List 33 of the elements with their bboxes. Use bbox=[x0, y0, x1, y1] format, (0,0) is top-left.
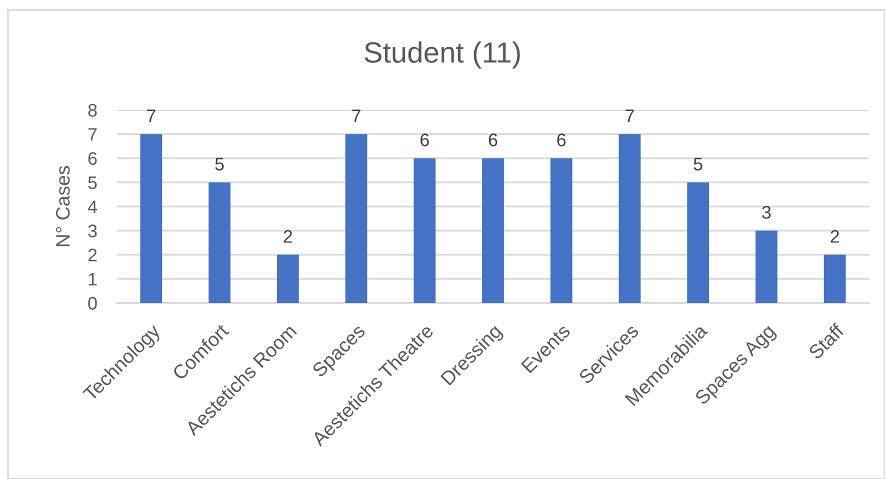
y-tick-label: 5 bbox=[88, 176, 97, 190]
y-tick-label: 2 bbox=[88, 248, 97, 262]
data-label: 5 bbox=[694, 158, 702, 170]
y-tick-label: 4 bbox=[88, 200, 98, 214]
bar bbox=[687, 182, 710, 303]
bar bbox=[345, 134, 368, 303]
bar bbox=[208, 182, 230, 303]
y-tick-label: 1 bbox=[88, 272, 97, 286]
data-label: 2 bbox=[284, 230, 292, 243]
y-tick-label: 6 bbox=[88, 152, 97, 165]
y-tick-label: 0 bbox=[88, 296, 97, 310]
data-label: 2 bbox=[830, 230, 839, 243]
data-label: 6 bbox=[557, 134, 566, 146]
y-tick-label: 3 bbox=[88, 224, 97, 238]
y-axis-title: N° Cases bbox=[56, 166, 70, 246]
data-label: 6 bbox=[488, 134, 498, 146]
bar bbox=[550, 158, 572, 303]
bar bbox=[618, 134, 641, 303]
bar bbox=[482, 158, 504, 303]
bar bbox=[276, 254, 299, 303]
bar bbox=[140, 134, 162, 303]
bar bbox=[756, 230, 778, 303]
data-label: 6 bbox=[420, 134, 429, 146]
bar bbox=[824, 254, 846, 303]
y-tick-label: 8 bbox=[88, 104, 97, 117]
data-label: 3 bbox=[762, 206, 771, 219]
data-label: 5 bbox=[215, 158, 224, 170]
bar bbox=[414, 158, 436, 303]
y-tick-label: 7 bbox=[88, 128, 97, 141]
data-label: 7 bbox=[626, 110, 634, 122]
data-label: 7 bbox=[147, 110, 156, 122]
chart-title: Student (11) bbox=[364, 41, 520, 69]
data-label: 7 bbox=[352, 110, 360, 122]
